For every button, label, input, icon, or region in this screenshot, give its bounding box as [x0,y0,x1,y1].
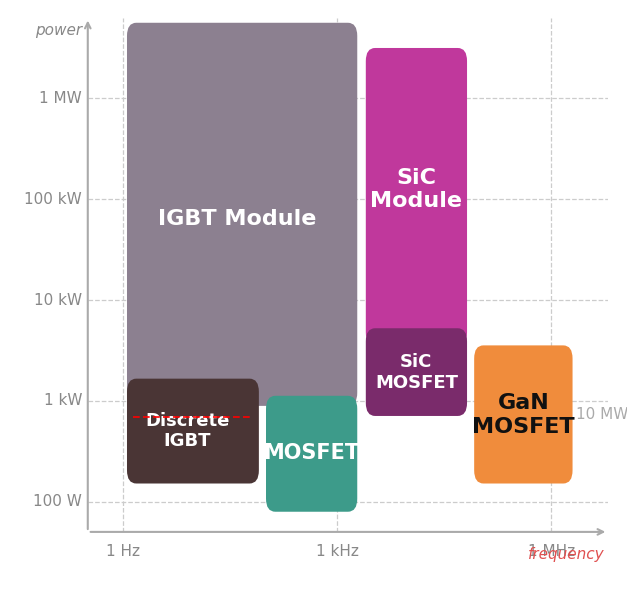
Text: 10 MW: 10 MW [576,407,627,423]
Text: 1 MW: 1 MW [40,91,82,106]
FancyBboxPatch shape [266,396,357,512]
Text: 100 W: 100 W [33,494,82,509]
FancyBboxPatch shape [127,379,259,483]
Text: Discrete
IGBT: Discrete IGBT [145,412,229,450]
Text: 1 kHz: 1 kHz [316,544,359,559]
Text: frequency: frequency [528,547,604,562]
Text: GaN
MOSFET: GaN MOSFET [472,394,575,437]
Text: IGBT Module: IGBT Module [158,209,317,229]
Text: 1 MHz: 1 MHz [527,544,575,559]
Text: 1 kW: 1 kW [44,394,82,408]
Text: MOSFET: MOSFET [263,443,360,463]
Text: 10 kW: 10 kW [34,293,82,307]
Text: SiC
MOSFET: SiC MOSFET [375,353,458,392]
FancyBboxPatch shape [474,345,572,483]
FancyBboxPatch shape [366,328,467,416]
FancyBboxPatch shape [366,48,467,345]
Text: 100 kW: 100 kW [24,191,82,207]
Text: power: power [35,23,82,38]
FancyBboxPatch shape [127,23,357,406]
Text: SiC
Module: SiC Module [371,167,463,211]
Text: 1 Hz: 1 Hz [107,544,140,559]
